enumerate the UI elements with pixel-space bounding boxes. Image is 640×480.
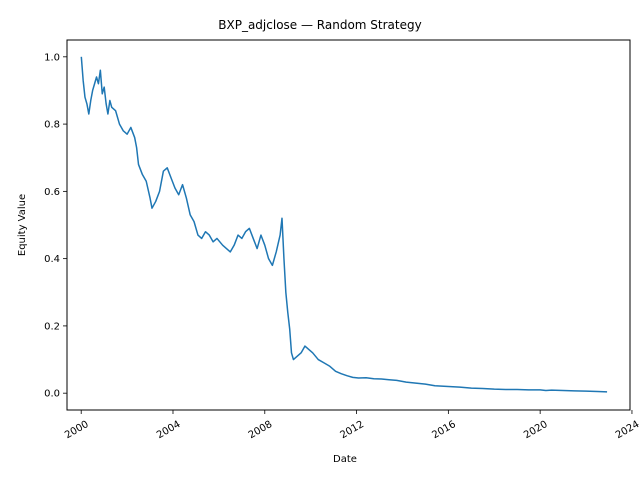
y-axis-label: Equity Value [17,194,28,256]
y-tick-label: 0.8 [44,120,60,131]
y-axis: 0.0 0.2 0.4 0.6 0.8 1.0 [44,52,67,400]
y-tick-label: 0.0 [44,389,60,400]
plot-area [66,39,631,411]
y-tick-label: 0.4 [44,254,60,265]
y-tick-label: 1.0 [44,52,60,63]
y-tick-label: 0.6 [44,187,60,198]
chart-title: BXP_adjclose — Random Strategy [218,18,421,32]
equity-series-line [80,56,608,393]
plot-frame [66,39,631,411]
x-axis-label: Date [333,454,357,465]
y-tick-label: 0.2 [44,321,60,332]
